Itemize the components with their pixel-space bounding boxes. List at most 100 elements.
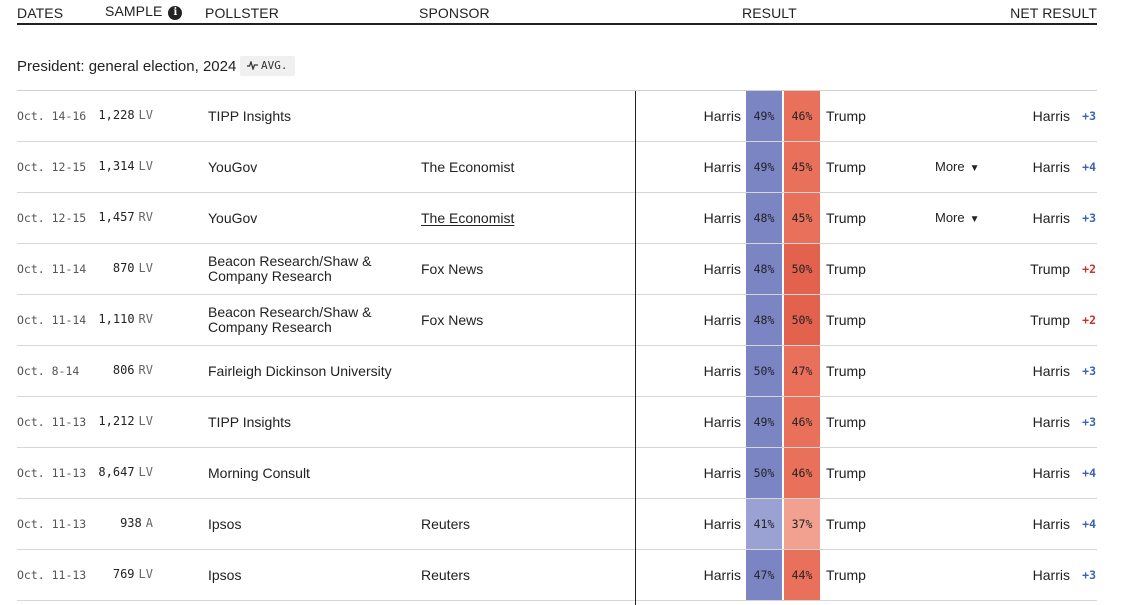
sample-size: 769 [112,567,135,581]
candidate-b-percent: 45% [784,193,820,244]
pollster-name[interactable]: TIPP Insights [208,397,398,447]
candidate-b-percent: 44% [784,550,820,601]
candidate-b-name: Trump [826,210,866,226]
candidate-a-percent: 48% [746,193,782,244]
poll-sample: 1,110 RV [98,312,153,326]
population-type: RV [138,210,153,224]
candidate-b-percent: 37% [784,499,820,550]
pollster-name[interactable]: YouGov [208,142,398,192]
poll-dates: Oct. 12-15 [17,160,87,174]
table-row[interactable]: Oct. 11-14 870 LV Beacon Research/Shaw & Co… [0,244,1121,295]
col-header-pollster[interactable]: POLLSTER [205,5,279,21]
more-button[interactable]: More ▼ [935,159,980,174]
poll-sample: 769 LV [113,567,153,581]
population-type: RV [138,312,153,326]
table-row[interactable]: Oct. 11-13 938 A Ipsos Reuters Harris 41% 37% Tr… [0,499,1121,550]
pollster-label: YouGov [208,209,258,226]
table-row[interactable]: Oct. 12-15 1,457 RV YouGov The Economist Harr… [0,193,1121,244]
poll-sample: 8,647 LV [98,465,153,479]
more-label: More [935,210,965,225]
pollster-name[interactable]: YouGov [208,193,398,243]
col-header-net-result[interactable]: NET RESULT [1010,5,1097,21]
sample-size: 1,228 [98,108,135,122]
candidate-b-percent: 46% [784,91,820,142]
net-result-leader: Trump [1030,261,1070,277]
candidate-a-name: Harris [703,261,741,277]
poll-list: Oct. 14-16 1,228 LV TIPP Insights Harris 49% 4… [0,91,1121,601]
col-header-result[interactable]: RESULT [742,5,797,21]
candidate-a-percent: 50% [746,448,782,499]
candidate-a-percent: 50% [746,346,782,397]
pollster-name[interactable]: Ipsos [208,499,398,549]
sample-size: 1,457 [98,210,135,224]
candidate-a-name: Harris [703,312,741,328]
col-header-sample-label: SAMPLE [105,3,163,19]
net-result-leader: Harris [1032,516,1070,532]
sample-size: 806 [112,363,135,377]
pollster-label: TIPP Insights [208,107,292,124]
net-result-margin: +3 [1082,415,1096,429]
avg-button[interactable]: AVG. [240,56,295,76]
candidate-a-percent: 47% [746,550,782,601]
pollster-label: Morning Consult [208,464,310,481]
col-header-sample[interactable]: SAMPLE i [105,3,183,20]
pollster-name[interactable]: Ipsos [208,550,398,600]
table-row[interactable]: Oct. 8-14 806 RV Fairleigh Dickinson Univer… [0,346,1121,397]
population-type: LV [138,414,153,428]
poll-dates: Oct. 12-15 [17,211,87,225]
candidate-a-name: Harris [703,210,741,226]
sample-size: 8,647 [98,465,135,479]
population-type: LV [138,465,153,479]
net-result-leader: Harris [1032,465,1070,481]
table-row[interactable]: Oct. 11-13 8,647 LV Morning Consult Harris 50… [0,448,1121,499]
col-header-dates[interactable]: DATES [17,5,64,21]
candidate-a-name: Harris [703,567,741,583]
sponsor-name[interactable]: The Economist [421,210,515,226]
pollster-name[interactable]: Beacon Research/Shaw & Company Research [208,295,398,345]
info-icon[interactable]: i [168,6,183,20]
candidate-a-name: Harris [703,159,741,175]
section-header: President: general election, 2024 AVG. [17,55,1097,91]
candidate-a-name: Harris [703,108,741,124]
net-result-leader: Harris [1032,159,1070,175]
net-result-leader: Harris [1032,108,1070,124]
more-button[interactable]: More ▼ [935,210,980,225]
candidate-a-name: Harris [703,363,741,379]
pollster-name[interactable]: TIPP Insights [208,91,398,141]
population-type: A [145,516,153,530]
net-result-leader: Trump [1030,312,1070,328]
pollster-name[interactable]: Morning Consult [208,448,398,498]
sample-size: 1,314 [98,159,135,173]
candidate-a-percent: 49% [746,91,782,142]
candidate-a-percent: 41% [746,499,782,550]
poll-dates: Oct. 11-13 [17,466,87,480]
table-row[interactable]: Oct. 11-13 769 LV Ipsos Reuters Harris 47% 44% T… [0,550,1121,601]
pollster-label: Fairleigh Dickinson University [208,362,392,379]
table-row[interactable]: Oct. 14-16 1,228 LV TIPP Insights Harris 49% 4… [0,91,1121,142]
table-row[interactable]: Oct. 12-15 1,314 LV YouGov The Economist Harr… [0,142,1121,193]
table-row[interactable]: Oct. 11-13 1,212 LV TIPP Insights Harris 49% 4… [0,397,1121,448]
avg-label: AVG. [261,59,288,72]
population-type: LV [138,261,153,275]
caret-down-icon: ▼ [969,163,980,174]
pollster-label: Ipsos [208,566,242,583]
pollster-name[interactable]: Fairleigh Dickinson University [208,346,398,396]
candidate-b-name: Trump [826,312,866,328]
pollster-name[interactable]: Beacon Research/Shaw & Company Research [208,244,398,294]
candidate-a-name: Harris [703,414,741,430]
net-result-margin: +3 [1082,568,1096,582]
net-result-margin: +2 [1082,313,1096,327]
pollster-label: YouGov [208,158,258,175]
sponsor-name: Fox News [421,261,484,277]
candidate-b-name: Trump [826,465,866,481]
col-header-sponsor[interactable]: SPONSOR [419,5,490,21]
net-result-margin: +4 [1082,466,1096,480]
poll-dates: Oct. 11-14 [17,262,87,276]
population-type: LV [138,108,153,122]
poll-dates: Oct. 8-14 [17,364,80,378]
sponsor-name: The Economist [421,159,515,175]
table-row[interactable]: Oct. 11-14 1,110 RV Beacon Research/Shaw & … [0,295,1121,346]
candidate-b-name: Trump [826,261,866,277]
sample-size: 1,110 [98,312,135,326]
candidate-a-percent: 48% [746,244,782,295]
